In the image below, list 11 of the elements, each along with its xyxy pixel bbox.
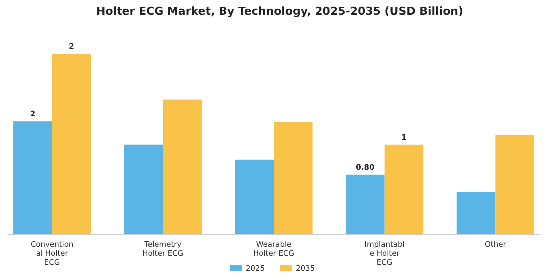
bar bbox=[346, 174, 385, 235]
bar bbox=[124, 144, 164, 235]
bar bbox=[52, 54, 92, 235]
chart-title: Holter ECG Market, By Technology, 2025-2035 (USD Billion) bbox=[96, 5, 464, 18]
bar bbox=[163, 100, 202, 235]
bar bbox=[14, 122, 52, 235]
bar bbox=[235, 160, 274, 235]
bar bbox=[274, 122, 313, 235]
bar bbox=[496, 135, 534, 235]
bar bbox=[456, 192, 496, 235]
bar bbox=[384, 144, 424, 235]
